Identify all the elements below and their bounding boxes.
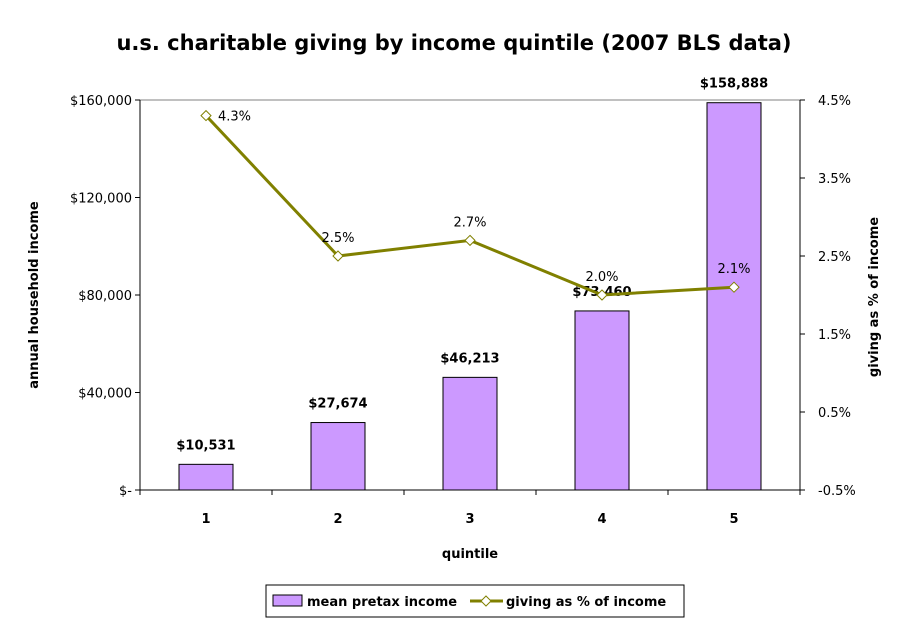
x-tick-label: 3 [465, 512, 474, 527]
line-marker [596, 289, 608, 301]
x-tick-label: 4 [597, 512, 606, 527]
line-label: 2.0% [585, 270, 618, 285]
line-marker [200, 109, 212, 122]
y2-axis-label: giving as % of income [867, 217, 882, 377]
line-label: 2.5% [321, 231, 354, 246]
line-label: 2.1% [717, 262, 750, 277]
legend-label-bar: mean pretax income [307, 595, 457, 610]
bar-label: $10,531 [176, 438, 235, 453]
legend-swatch-bar [272, 594, 303, 607]
bar [706, 102, 762, 491]
y-tick-label: $40,000 [78, 387, 132, 402]
y-tick-label: $- [119, 484, 132, 499]
y-tick-label: $120,000 [70, 192, 132, 207]
line-series [204, 114, 735, 297]
legend-marker [480, 595, 492, 607]
y2-tick-label: 4.5% [818, 94, 851, 109]
bar [310, 422, 366, 491]
line-label: 4.3% [218, 110, 251, 125]
line-marker [464, 234, 476, 247]
y-axis-label: annual household income [27, 201, 42, 389]
y2-tick-label: 2.5% [818, 250, 851, 265]
x-tick-label: 2 [333, 512, 342, 527]
chart-title: u.s. charitable giving by income quintil… [116, 31, 791, 55]
line-label: 2.7% [453, 215, 486, 230]
bar-label: $46,213 [440, 351, 499, 366]
bar [178, 463, 234, 491]
bar [574, 310, 630, 491]
y2-tick-label: -0.5% [818, 484, 856, 499]
bar-label: $158,888 [700, 77, 768, 92]
y2-tick-label: 0.5% [818, 406, 851, 421]
y-tick-label: $160,000 [70, 94, 132, 109]
legend-label-line: giving as % of income [506, 595, 666, 610]
bar-label: $27,674 [308, 397, 367, 412]
y2-tick-label: 3.5% [818, 172, 851, 187]
x-tick-label: 5 [729, 512, 738, 527]
line-marker [332, 250, 344, 262]
line-marker [728, 281, 740, 293]
y-tick-label: $80,000 [78, 289, 132, 304]
y2-tick-label: 1.5% [818, 328, 851, 343]
x-tick-label: 1 [201, 512, 210, 527]
x-axis-label: quintile [442, 547, 498, 562]
bar [442, 376, 498, 491]
